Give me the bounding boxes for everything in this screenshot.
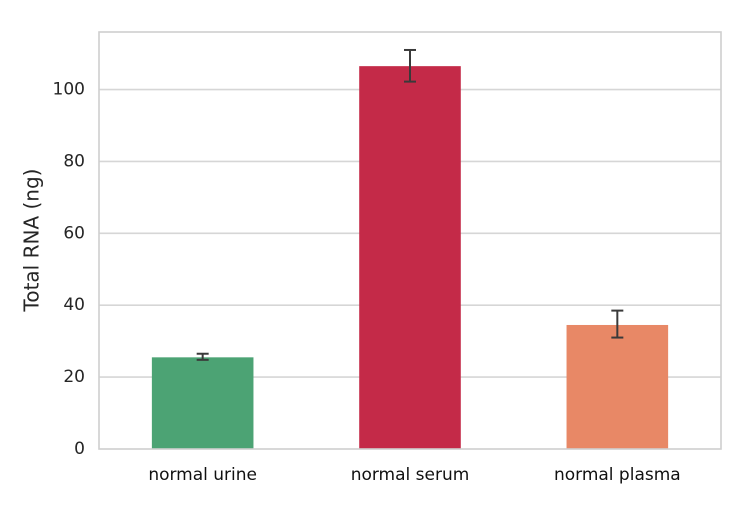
y-tick-label: 40 xyxy=(63,295,85,315)
x-tick-label: normal plasma xyxy=(554,465,681,485)
bar xyxy=(151,357,254,449)
y-tick-label: 100 xyxy=(53,80,85,100)
error-bars xyxy=(196,48,624,361)
y-tick-labels: 0 20 40 60 80 100 xyxy=(53,80,85,459)
bar xyxy=(566,324,669,449)
y-tick-label: 80 xyxy=(63,151,85,171)
bar xyxy=(359,66,461,449)
y-tick-label: 0 xyxy=(74,439,85,459)
y-tick-label: 20 xyxy=(63,367,85,387)
x-tick-label: normal urine xyxy=(148,465,257,485)
y-tick-label: 60 xyxy=(63,223,85,243)
bars xyxy=(151,66,669,449)
x-tick-label: normal serum xyxy=(351,465,470,485)
x-tick-labels: normal urine normal serum normal plasma xyxy=(148,465,680,485)
y-axis-title: Total RNA (ng) xyxy=(20,169,44,313)
plot-frame xyxy=(98,31,722,450)
